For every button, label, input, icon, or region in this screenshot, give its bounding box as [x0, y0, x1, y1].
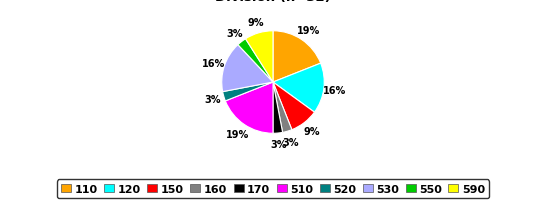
- Wedge shape: [273, 83, 283, 134]
- Text: 19%: 19%: [226, 129, 250, 139]
- Title: NDAs with Gender Differences Found by Medical Officers by
Division (n=32): NDAs with Gender Differences Found by Me…: [48, 0, 498, 4]
- Wedge shape: [273, 83, 314, 130]
- Wedge shape: [273, 32, 321, 83]
- Text: 19%: 19%: [296, 26, 320, 36]
- Wedge shape: [273, 64, 324, 113]
- Text: 9%: 9%: [247, 18, 264, 28]
- Text: 3%: 3%: [282, 137, 299, 147]
- Wedge shape: [222, 45, 273, 92]
- Text: 16%: 16%: [202, 58, 225, 68]
- Text: 3%: 3%: [271, 140, 287, 150]
- Text: 16%: 16%: [323, 85, 347, 95]
- Wedge shape: [238, 40, 273, 83]
- Wedge shape: [273, 83, 292, 133]
- Wedge shape: [246, 32, 273, 83]
- Wedge shape: [225, 83, 273, 134]
- Text: 3%: 3%: [227, 29, 243, 38]
- Text: 9%: 9%: [303, 127, 319, 137]
- Wedge shape: [223, 83, 273, 101]
- Text: 3%: 3%: [205, 95, 221, 105]
- Legend: 110, 120, 150, 160, 170, 510, 520, 530, 550, 590: 110, 120, 150, 160, 170, 510, 520, 530, …: [57, 180, 489, 198]
